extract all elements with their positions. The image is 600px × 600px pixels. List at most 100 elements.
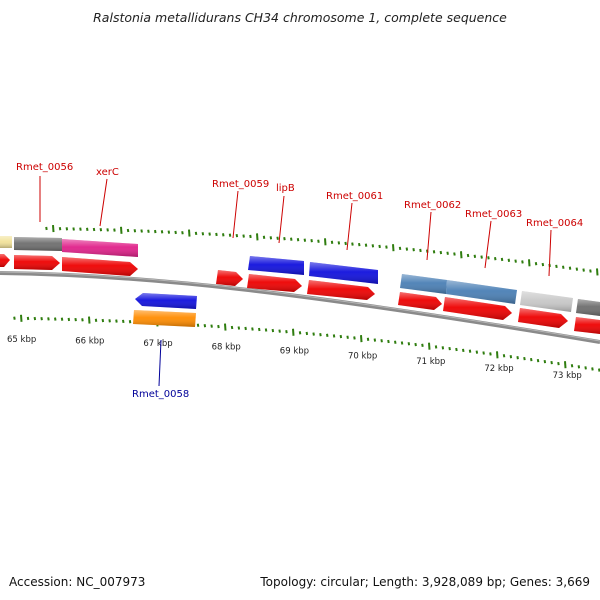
topology-summary: Topology: circular; Length: 3,928,089 bp… [260,575,590,589]
minor-tick [217,324,220,329]
minor-tick [530,357,533,362]
minor-tick [400,341,404,345]
minor-tick [502,354,506,358]
minor-tick [582,268,585,272]
minor-tick [577,365,581,369]
backbone [0,271,600,344]
connector-line [232,190,239,239]
gene-label[interactable]: Rmet_0058 [132,389,189,400]
gene-label[interactable]: Rmet_0059 [212,179,269,190]
minor-tick [421,343,424,348]
minor-tick [326,333,329,337]
minor-tick [589,269,592,273]
major-tick [256,233,259,241]
minor-tick [222,233,225,237]
minor-tick [167,230,171,234]
minor-tick [128,319,132,324]
major-tick [324,238,327,246]
minor-tick [353,336,356,340]
gene-label[interactable]: Rmet_0061 [326,191,383,202]
minor-tick [412,248,415,252]
feature-shading [216,270,243,286]
minor-tick [439,250,443,255]
minor-tick [455,347,458,352]
minor-tick [230,325,234,330]
minor-tick [208,232,211,236]
feature-shading [520,291,573,312]
minor-tick [215,232,218,237]
minor-tick [26,316,30,321]
major-tick [52,225,55,233]
minor-tick [244,326,247,331]
minor-tick [598,368,600,372]
kbp-label: 70 kbp [348,351,377,361]
kbp-label: 69 kbp [280,346,309,356]
minor-tick [54,317,57,321]
major-tick [360,335,363,343]
minor-tick [339,334,343,339]
minor-tick [555,264,558,269]
minor-tick [448,346,451,351]
minor-tick [514,259,517,263]
gene-label[interactable]: Rmet_0064 [526,218,583,229]
kbp-label: 67 kbp [143,339,172,349]
minor-tick [489,352,492,356]
minor-tick [203,324,207,328]
minor-tick [133,229,137,233]
feature-shading [133,310,196,327]
minor-tick [394,340,397,344]
feature-shading [14,255,60,270]
minor-tick [591,367,594,371]
minor-tick [366,337,370,341]
minor-tick [380,339,383,343]
connector-line [548,229,552,277]
minor-tick [346,335,349,339]
minor-tick [543,359,547,364]
gene-label[interactable]: Rmet_0062 [404,200,461,211]
feature-shading [248,256,304,275]
gene-label[interactable]: Rmet_0063 [465,209,522,220]
minor-tick [466,253,470,258]
minor-tick [441,346,445,350]
map-title: Ralstonia metallidurans CH34 chromosome … [93,10,507,25]
major-tick [188,229,191,237]
minor-tick [74,317,77,322]
minor-tick [154,229,157,234]
connector-line [158,339,162,387]
minor-tick [47,317,50,321]
minor-tick [405,247,409,251]
minor-tick [45,226,48,231]
minor-tick [534,262,538,266]
minor-tick [516,356,519,360]
minor-tick [181,231,184,235]
gene-label[interactable]: lipB [276,183,295,194]
feature-shading [14,237,62,251]
minor-tick [407,342,411,346]
minor-tick [58,227,62,231]
minor-tick [332,334,336,338]
major-tick [88,316,91,324]
minor-tick [147,229,150,233]
feature-shading [576,299,600,316]
connector-line [346,202,353,251]
minor-tick [462,348,465,353]
minor-tick [99,228,103,232]
feature-shading [0,236,12,248]
minor-tick [228,233,232,237]
minor-tick [242,234,245,238]
minor-tick [140,229,143,233]
minor-tick [122,319,125,324]
minor-tick [473,254,477,258]
minor-tick [434,345,438,349]
minor-tick [432,250,436,254]
minor-tick [13,316,16,320]
minor-tick [67,317,71,322]
feature-shading [62,239,138,257]
gene-label[interactable]: Rmet_0056 [16,162,73,173]
minor-tick [364,243,368,247]
kbp-label: 71 kbp [416,357,445,367]
minor-tick [298,331,302,335]
gene-label[interactable]: xerC [96,167,119,178]
minor-tick [262,235,266,239]
minor-tick [271,328,275,333]
